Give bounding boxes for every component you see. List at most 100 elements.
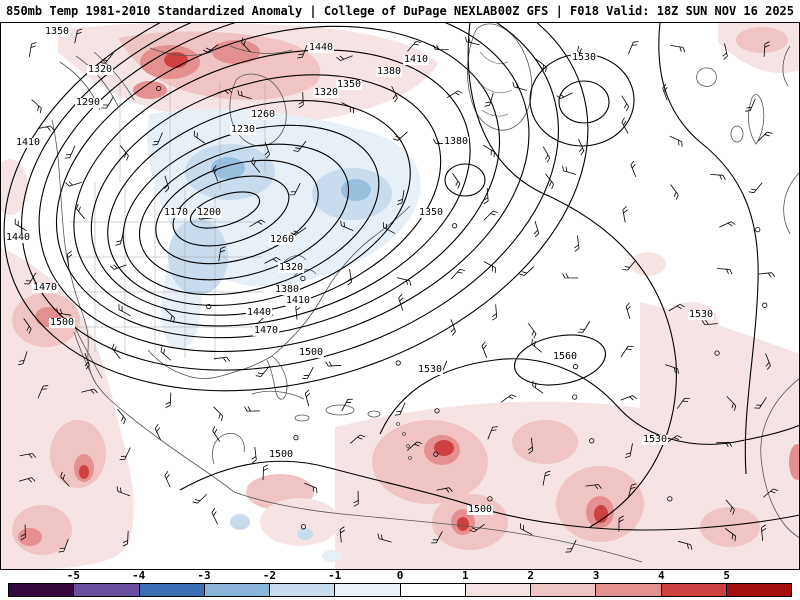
wind-barb-icon xyxy=(556,92,573,99)
colorbar-tick: 0 xyxy=(396,569,404,582)
wind-barb-icon xyxy=(212,165,219,182)
wind-barb-icon xyxy=(81,388,98,394)
wind-barb-icon xyxy=(676,397,690,409)
wind-barb-icon xyxy=(436,487,453,493)
wind-barb-icon xyxy=(340,220,354,231)
wind-barb-icon xyxy=(28,42,37,58)
wind-barb-icon xyxy=(622,206,628,223)
wind-barb-icon xyxy=(290,227,307,236)
wind-barb-icon xyxy=(719,221,736,228)
colorbar-segment xyxy=(596,584,662,596)
wind-barb-icon xyxy=(484,92,494,107)
wind-barb-icon xyxy=(450,319,456,336)
wind-barb-icon xyxy=(213,356,231,362)
wind-barb-icon xyxy=(446,90,463,99)
wind-barb-icon xyxy=(255,366,270,377)
wind-barb-icon xyxy=(432,44,449,51)
wind-barb-icon xyxy=(211,508,218,525)
wind-barb-icon xyxy=(154,424,162,441)
wind-barb-icon xyxy=(519,523,533,535)
wind-barb-icon xyxy=(758,272,776,278)
wind-barb-icon xyxy=(163,175,170,193)
wind-barb-icon xyxy=(164,471,171,488)
calm-wind-icon xyxy=(589,438,595,444)
wind-barb-icon xyxy=(353,490,359,507)
colorbar-segment xyxy=(74,584,140,596)
wind-barb-icon xyxy=(677,540,693,550)
wind-barb-icon xyxy=(20,524,26,541)
colorbar-tick: 4 xyxy=(658,569,665,582)
wind-barb-icon xyxy=(264,257,281,264)
wind-barb-icon xyxy=(18,477,36,483)
calm-wind-icon xyxy=(293,435,299,441)
wind-barb-icon xyxy=(724,528,736,542)
wind-barb-icon xyxy=(622,259,637,271)
wind-barb-icon xyxy=(325,361,342,367)
wind-barb-icon xyxy=(215,88,233,95)
wind-barb-icon xyxy=(432,138,449,145)
colorbar-segment xyxy=(726,584,791,596)
calm-wind-icon xyxy=(206,303,212,310)
wind-barb-icon xyxy=(397,189,405,205)
colorbar-segment xyxy=(9,584,75,596)
wind-barb-icon xyxy=(152,132,163,146)
wind-barb-icon xyxy=(304,389,311,407)
wind-barb-icon xyxy=(377,533,392,543)
wind-barb-icon xyxy=(512,81,527,91)
wind-barb-icon xyxy=(627,483,637,499)
wind-barb-icon xyxy=(37,125,55,131)
wind-barb-icon xyxy=(716,268,733,275)
map-graphic xyxy=(0,22,800,570)
wind-barb-icon xyxy=(241,37,251,53)
wind-barb-icon xyxy=(249,219,266,228)
coastlines-layer xyxy=(51,23,800,563)
wind-barb-icon xyxy=(37,385,49,399)
wind-barbs-layer xyxy=(14,28,779,553)
wind-barb-icon xyxy=(262,464,269,481)
title-bar: 850mb Temp 1981-2010 Standardized Anomal… xyxy=(0,0,800,22)
wind-barb-icon xyxy=(58,538,69,553)
wind-barb-icon xyxy=(763,488,779,498)
wind-barb-icon xyxy=(119,145,129,161)
wind-barb-icon xyxy=(111,343,121,359)
colorbar-segment xyxy=(270,584,336,596)
wind-barb-icon xyxy=(84,352,90,370)
calm-wind-icon xyxy=(714,350,720,356)
wind-barb-icon xyxy=(349,434,366,444)
wind-barb-icon xyxy=(716,441,733,447)
wind-barb-icon xyxy=(295,303,301,320)
wind-barb-icon xyxy=(469,523,485,533)
wind-barb-icon xyxy=(18,351,28,366)
wind-barb-icon xyxy=(66,250,73,268)
wind-barb-icon xyxy=(670,184,679,200)
colorbar-tick: 2 xyxy=(527,569,534,582)
wind-barb-icon xyxy=(118,304,131,317)
wind-barb-icon xyxy=(574,235,580,252)
wind-barb-icon xyxy=(545,173,554,189)
wind-barb-icon xyxy=(726,396,737,411)
colorbar-tick: 5 xyxy=(723,569,730,582)
wind-barb-icon xyxy=(251,157,261,173)
wind-barb-icon xyxy=(562,165,577,175)
wind-barb-icon xyxy=(761,524,767,541)
wind-barb-icon xyxy=(562,273,578,279)
wind-barb-icon xyxy=(527,437,534,454)
wind-barb-icon xyxy=(109,264,127,270)
calm-wind-icon xyxy=(434,408,440,414)
wind-barb-icon xyxy=(65,181,82,187)
wind-barb-icon xyxy=(483,144,495,158)
wind-barb-icon xyxy=(31,99,42,114)
wind-barb-icon xyxy=(382,222,396,234)
wind-barb-icon xyxy=(339,526,345,543)
wind-barb-icon xyxy=(60,471,70,487)
wind-barb-icon xyxy=(754,397,767,409)
wind-barb-icon xyxy=(666,435,682,444)
wind-barb-icon xyxy=(76,203,85,220)
wind-barb-icon xyxy=(258,313,274,323)
wind-barb-icon xyxy=(491,304,498,321)
wind-barb-icon xyxy=(398,293,404,311)
wind-barb-icon xyxy=(19,453,36,459)
calm-wind-icon xyxy=(156,85,162,92)
wind-barb-icon xyxy=(100,52,114,64)
